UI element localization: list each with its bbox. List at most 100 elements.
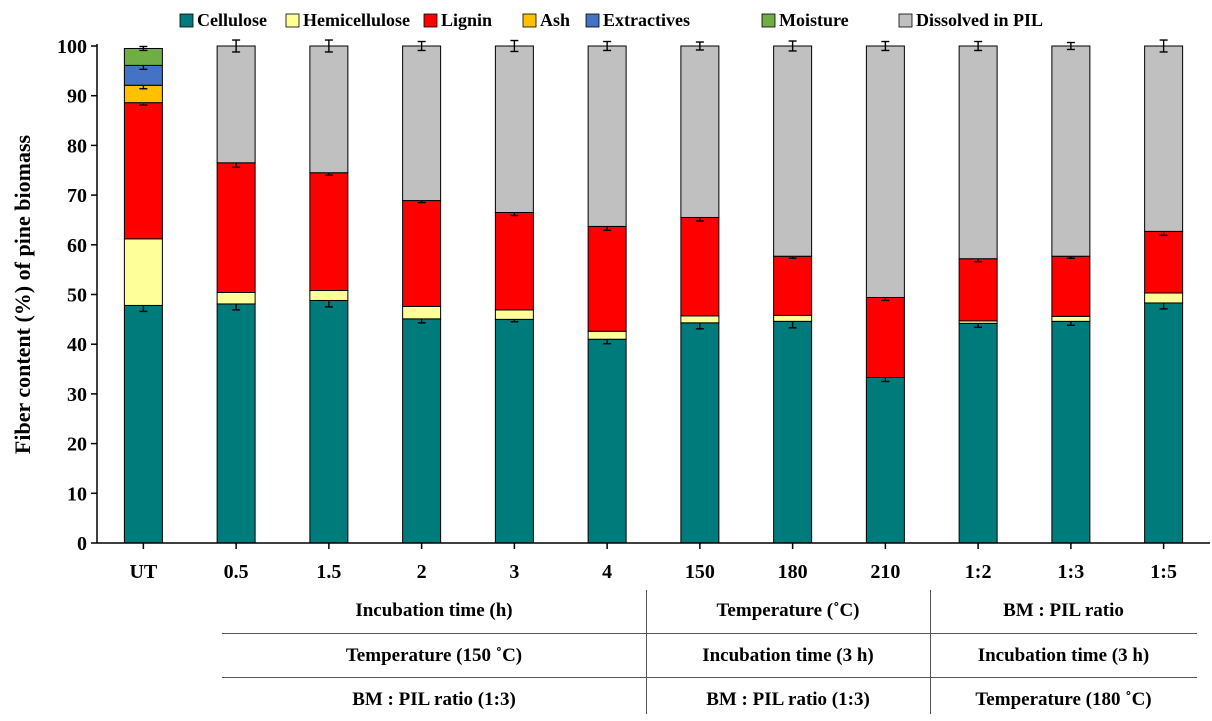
condition-cell: Temperature (˚C) [716, 600, 860, 621]
legend-swatch [179, 13, 194, 28]
bar-segment-dissolved-in-pil [587, 45, 627, 227]
legend-label: Hemicellulose [303, 10, 410, 30]
conditions-row-varied: Incubation time (h) Temperature (˚C) BM … [222, 590, 1197, 632]
y-tick-label: 50 [67, 285, 87, 307]
bar-segment-dissolved-in-pil [865, 45, 905, 298]
bar-segment-dissolved-in-pil [309, 45, 349, 174]
bar-segment-hemicellulose [680, 315, 720, 324]
bar-segment-cellulose [216, 303, 256, 544]
conditions-row-fixed-1: Temperature (150 ˚C) Incubation time (3 … [222, 635, 1197, 677]
bar-segment-lignin [680, 216, 720, 317]
x-tick-label: 1:3 [1058, 561, 1085, 583]
bar-segment-lignin [865, 296, 905, 378]
bar-segment-lignin [1051, 255, 1091, 317]
y-tick-label: 10 [67, 483, 87, 505]
x-tick-label: 2 [417, 561, 427, 583]
bar-segment-hemicellulose [773, 314, 813, 322]
y-tick-label: 60 [67, 235, 87, 257]
bar-segment-cellulose [494, 318, 534, 544]
bar-segment-hemicellulose [1144, 292, 1184, 304]
bar-segment-dissolved-in-pil [1051, 45, 1091, 257]
x-tick-label: 4 [602, 561, 612, 583]
stacked-bar-chart: Cellulose Hemicellulose Lignin Ash Extractiv… [10, 10, 1210, 583]
bar-segment-lignin [123, 102, 163, 240]
bar-segment-dissolved-in-pil [680, 45, 720, 218]
bar-segment-cellulose [1144, 302, 1184, 544]
y-tick-label: 20 [67, 434, 87, 456]
condition-cell: BM : PIL ratio (1:3) [706, 689, 870, 710]
table-divider [222, 633, 1197, 634]
bar-segment-cellulose [587, 338, 627, 544]
bar-segment-hemicellulose [309, 290, 349, 301]
bar-segment-lignin [773, 255, 813, 316]
table-divider [930, 590, 931, 714]
bar-segment-cellulose [1051, 320, 1091, 544]
bar-segment-lignin [216, 162, 256, 294]
bar-segment-dissolved-in-pil [216, 45, 256, 164]
legend-swatch [761, 13, 776, 28]
bar-segment-cellulose [123, 304, 163, 544]
bar-series [123, 39, 1184, 544]
condition-cell: Incubation time (h) [355, 600, 513, 621]
y-tick-label: 0 [77, 533, 87, 555]
bar-segment-cellulose [680, 322, 720, 544]
y-tick-label: 100 [57, 36, 87, 58]
bar-segment-hemicellulose [587, 330, 627, 340]
legend-label: Dissolved in PIL [916, 10, 1043, 30]
chart-legend: Cellulose Hemicellulose Lignin Ash Extractiv… [179, 10, 1043, 30]
bar-segment-cellulose [865, 376, 905, 544]
table-divider [646, 590, 647, 714]
x-tick-label: 1:2 [965, 561, 992, 583]
table-divider [222, 677, 1197, 678]
y-tick-label: 80 [67, 135, 87, 157]
legend-swatch [522, 13, 537, 28]
condition-cell: Incubation time (3 h) [702, 645, 874, 666]
x-tick-label: 3 [509, 561, 519, 583]
bar-segment-lignin [402, 200, 442, 307]
y-axis-label: Fiber content (%) of pine biomass [10, 134, 35, 454]
legend-label: Ash [540, 10, 570, 30]
legend-label: Moisture [779, 10, 849, 30]
x-tick-label: 1.5 [316, 561, 341, 583]
bar-segment-dissolved-in-pil [773, 45, 813, 257]
axes: 0 10 20 30 40 50 60 70 80 90 100 UT 0.5 1.5 2 3 4 150 180 2… [57, 36, 1210, 583]
bar-segment-lignin [494, 211, 534, 311]
conditions-row-fixed-2: BM : PIL ratio (1:3) BM : PIL ratio (1:3… [222, 679, 1197, 721]
bar-segment-lignin [1144, 230, 1184, 294]
bar-segment-hemicellulose [216, 292, 256, 305]
y-tick-label: 90 [67, 86, 87, 108]
bar-segment-lignin [309, 172, 349, 292]
legend-swatch [585, 13, 600, 28]
bar-segment-cellulose [958, 322, 998, 544]
bar-segment-hemicellulose [1051, 315, 1091, 322]
condition-cell: Incubation time (3 h) [977, 645, 1150, 666]
bar-segment-lignin [958, 258, 998, 322]
legend-label: Extractives [603, 10, 690, 30]
condition-cell: Temperature (150 ˚C) [345, 645, 523, 666]
bar-segment-dissolved-in-pil [1144, 45, 1184, 232]
bar-segment-dissolved-in-pil [958, 45, 998, 260]
condition-cell: BM : PIL ratio [1003, 600, 1124, 621]
y-tick-label: 70 [67, 185, 87, 207]
legend-label: Cellulose [197, 10, 267, 30]
legend-swatch [285, 13, 300, 28]
legend-label: Lignin [441, 10, 492, 30]
legend-swatch [898, 13, 913, 28]
x-tick-label: 1:5 [1150, 561, 1177, 583]
bar-segment-cellulose [773, 320, 813, 544]
y-tick-label: 30 [67, 384, 87, 406]
bar-segment-cellulose [309, 299, 349, 544]
x-tick-label: 150 [685, 561, 715, 583]
x-tick-label: 180 [778, 561, 808, 583]
bar-segment-hemicellulose [402, 305, 442, 320]
bar-segment-lignin [587, 225, 627, 332]
bar-segment-dissolved-in-pil [494, 45, 534, 213]
condition-cell: BM : PIL ratio (1:3) [352, 689, 516, 710]
condition-cell: Temperature (180 ˚C) [975, 689, 1152, 710]
legend-swatch [423, 13, 438, 28]
bar-segment-dissolved-in-pil [402, 45, 442, 202]
bar-segment-hemicellulose [494, 309, 534, 320]
x-tick-label: 0.5 [224, 561, 249, 583]
bar-segment-hemicellulose [123, 238, 163, 306]
x-tick-label: UT [129, 561, 157, 583]
